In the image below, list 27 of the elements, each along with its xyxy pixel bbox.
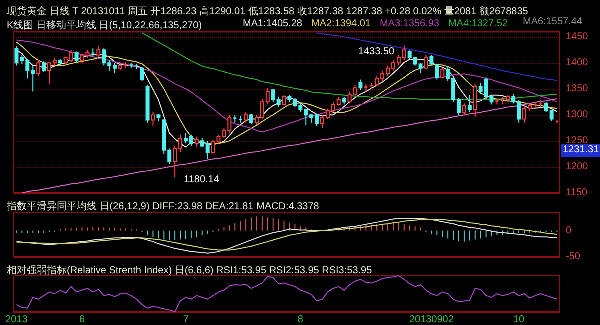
x-tick-label: 6 bbox=[79, 314, 86, 325]
text: MA4:1327.52 bbox=[448, 18, 508, 30]
chart-title: 相对强弱指标(Relative Strenth Index) 日(6,6,6) RSI1:53.95 RSI2:53.95 RSI3:53.95 bbox=[7, 264, 373, 276]
x-tick-label: 20130902 bbox=[409, 314, 454, 325]
x-tick-label: 8 bbox=[298, 314, 304, 325]
x-tick-label: 10 bbox=[513, 314, 526, 325]
x-tick-label: 7 bbox=[183, 314, 190, 325]
y-tick-label: 1400 bbox=[566, 58, 589, 69]
chart-title: 指数平滑异同平均线 日(26,12,9) DIFF:23.98 DEA:21.81 MACD:4.3378 bbox=[6, 200, 320, 212]
y-tick-label: 1350 bbox=[566, 84, 589, 95]
x-tick-label: 2013 bbox=[6, 314, 28, 325]
y-tick-label: 0 bbox=[566, 225, 572, 236]
y-tick-label: -50 bbox=[566, 252, 581, 262]
text: 1231.31 bbox=[563, 144, 600, 156]
annotation: 1433.50 bbox=[358, 46, 395, 58]
chart-subtitle: K线图 日移动平均线 日(5,10,22,66,135,270) bbox=[7, 20, 202, 32]
text: MA3:1356.93 bbox=[380, 18, 440, 30]
y-tick-label: 1200 bbox=[566, 162, 589, 173]
text: MA1:1405.28 bbox=[243, 18, 303, 30]
y-tick-label: 1450 bbox=[566, 32, 589, 43]
text: MA2:1394.01 bbox=[311, 18, 372, 30]
y-tick-label: 1250 bbox=[566, 136, 589, 147]
chart-title: 现货黄金 日线 T 20131011 周五 开1286.23 高1290.01 低1283.58 收1287.38 1287.38 +0.28 0.02% 量2081 额2678835 bbox=[7, 6, 529, 18]
y-tick-label: 1150 bbox=[566, 188, 588, 198]
text: MA6:1557.44 bbox=[523, 16, 583, 28]
y-tick-label: 1300 bbox=[566, 110, 589, 121]
annotation: 1180.14 bbox=[184, 174, 220, 186]
